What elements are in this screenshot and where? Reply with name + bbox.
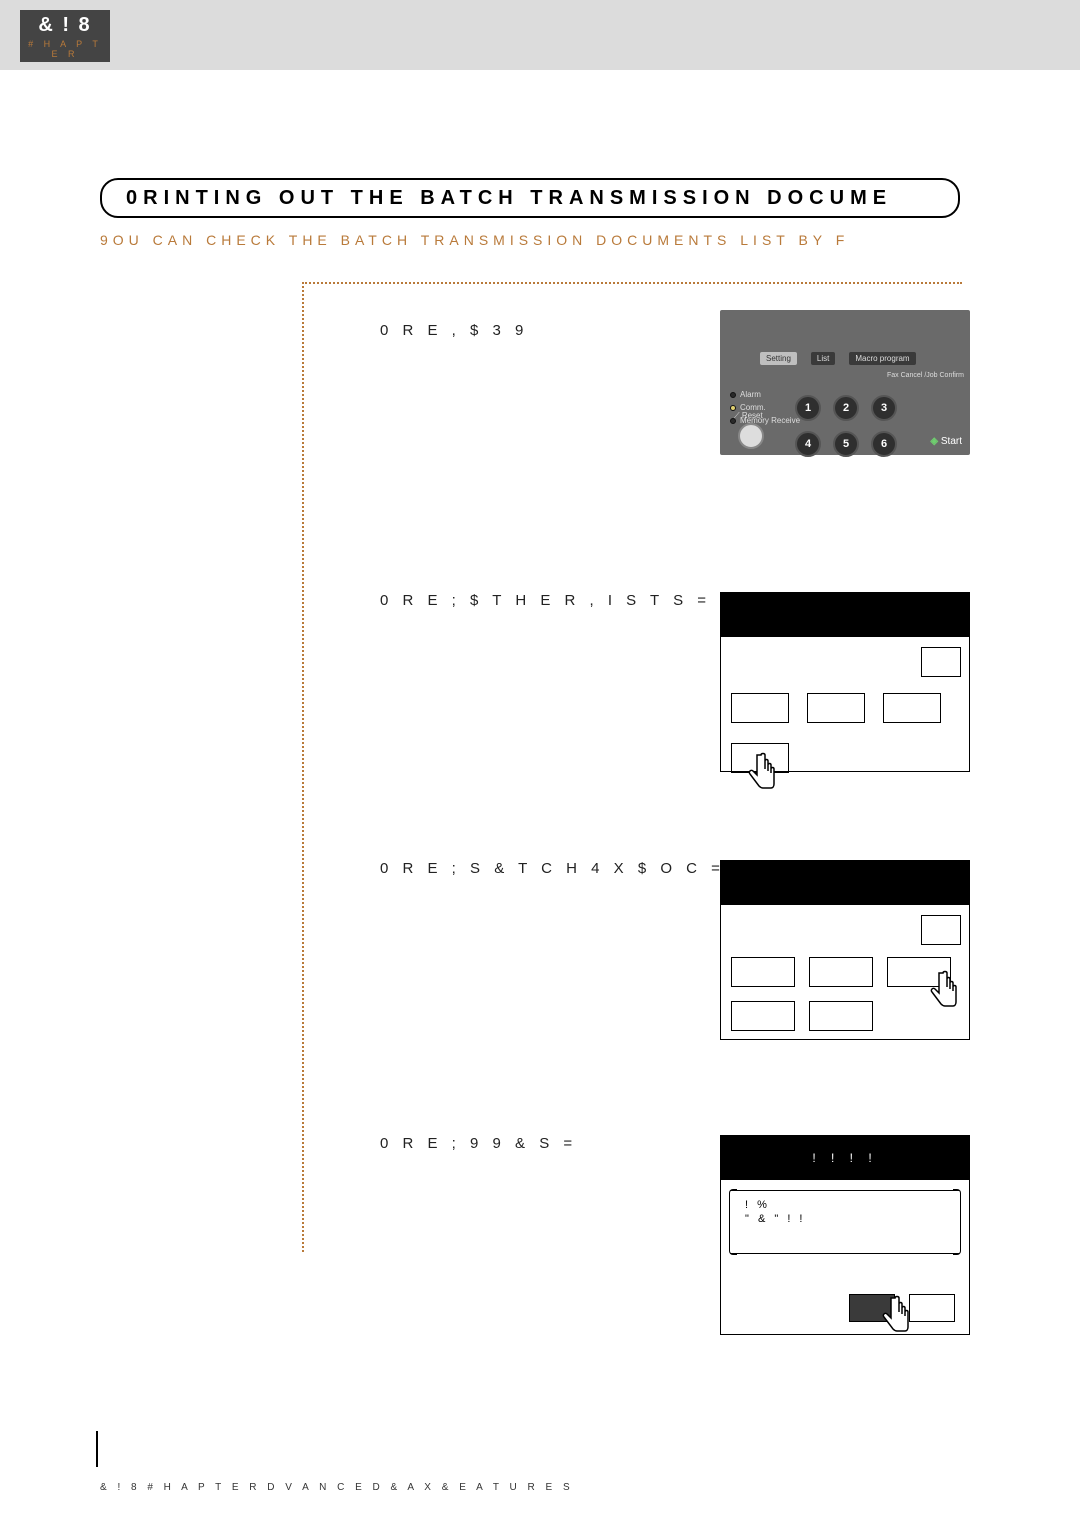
screen4-body-2: " & " ! !: [745, 1212, 805, 1226]
screen2-button[interactable]: [807, 693, 865, 723]
header-band: [0, 0, 1080, 70]
led-icon: [730, 405, 736, 411]
touchscreen-4: ! ! ! ! ! % " & " ! !: [720, 1135, 970, 1335]
key-6[interactable]: 6: [871, 431, 897, 457]
keypad: 1 2 3 4 5 6: [795, 395, 899, 457]
key-1[interactable]: 1: [795, 395, 821, 421]
screen3-button[interactable]: [731, 1001, 795, 1031]
panel-corner-label: Fax Cancel /Job Confirm: [887, 372, 964, 380]
step-1-label: 0 R E , $ 3 9: [380, 322, 528, 339]
screen4-header: ! ! ! !: [721, 1136, 969, 1180]
key-4[interactable]: 4: [795, 431, 821, 457]
chapter-tab: & ! 8 # H A P T E R: [20, 10, 110, 62]
dotted-guide-vertical: [302, 282, 304, 1252]
chapter-label: # H A P T E R: [20, 39, 110, 59]
hand-pointer-icon: [925, 969, 965, 1019]
reset-button[interactable]: [738, 423, 764, 449]
dotted-guide-horizontal: [302, 282, 962, 284]
frame-bracket-right: [953, 1189, 961, 1255]
touchscreen-2: [720, 592, 970, 772]
screen3-button[interactable]: [809, 957, 873, 987]
screen3-button[interactable]: [809, 1001, 873, 1031]
start-label[interactable]: ◈ Start: [930, 436, 962, 447]
start-icon: ◈: [930, 436, 938, 447]
screen2-corner-button[interactable]: [921, 647, 961, 677]
screen2-button[interactable]: [731, 693, 789, 723]
screen3-button[interactable]: [731, 957, 795, 987]
alarm-label: Alarm: [740, 388, 761, 401]
key-2[interactable]: 2: [833, 395, 859, 421]
footer-rule: [96, 1431, 98, 1467]
hand-pointer-icon: [877, 1294, 917, 1344]
screen2-header: [721, 593, 969, 637]
led-icon: [730, 392, 736, 398]
hand-pointer-icon: [743, 751, 783, 801]
screen3-corner-button[interactable]: [921, 915, 961, 945]
screen2-row: [731, 693, 941, 723]
title-text: 0RINTING OUT THE BATCH TRANSMISSION DOCU…: [126, 187, 892, 210]
key-5[interactable]: 5: [833, 431, 859, 457]
screen4-body: ! % " & " ! !: [745, 1198, 805, 1226]
screen2-button[interactable]: [883, 693, 941, 723]
panel-setting-chip[interactable]: Setting: [760, 352, 797, 365]
reset-label: Reset: [734, 411, 763, 421]
step-3-label: 0 R E ; S & T C H 4 X $ O C =: [380, 860, 725, 877]
frame-bracket-left: [729, 1189, 737, 1255]
panel-macro-chip[interactable]: Macro program: [849, 352, 915, 365]
step-2-label: 0 R E ; $ T H E R , I S T S =: [380, 592, 711, 609]
panel-list-chip[interactable]: List: [811, 352, 835, 365]
panel-side-labels: Alarm Comm. Memory Receive: [730, 388, 800, 427]
screen3-header: [721, 861, 969, 905]
step-4-label: 0 R E ; 9 9 & S =: [380, 1135, 577, 1152]
chapter-code: & ! 8: [20, 14, 110, 37]
start-text: Start: [941, 436, 962, 447]
page-subtitle: 9OU CAN CHECK THE BATCH TRANSMISSION DOC…: [100, 232, 849, 248]
page-title: 0RINTING OUT THE BATCH TRANSMISSION DOCU…: [100, 178, 960, 218]
screen4-header-text: ! ! ! !: [812, 1151, 877, 1165]
key-3[interactable]: 3: [871, 395, 897, 421]
footer-text: & ! 8 # H A P T E R D V A N C E D & A X …: [100, 1482, 574, 1493]
panel-top-labels: Setting List Macro program: [760, 352, 916, 365]
control-panel-photo: Setting List Macro program Fax Cancel /J…: [720, 310, 970, 455]
touchscreen-3: [720, 860, 970, 1040]
screen3-grid: [731, 957, 951, 1031]
screen4-body-1: ! %: [745, 1198, 805, 1212]
